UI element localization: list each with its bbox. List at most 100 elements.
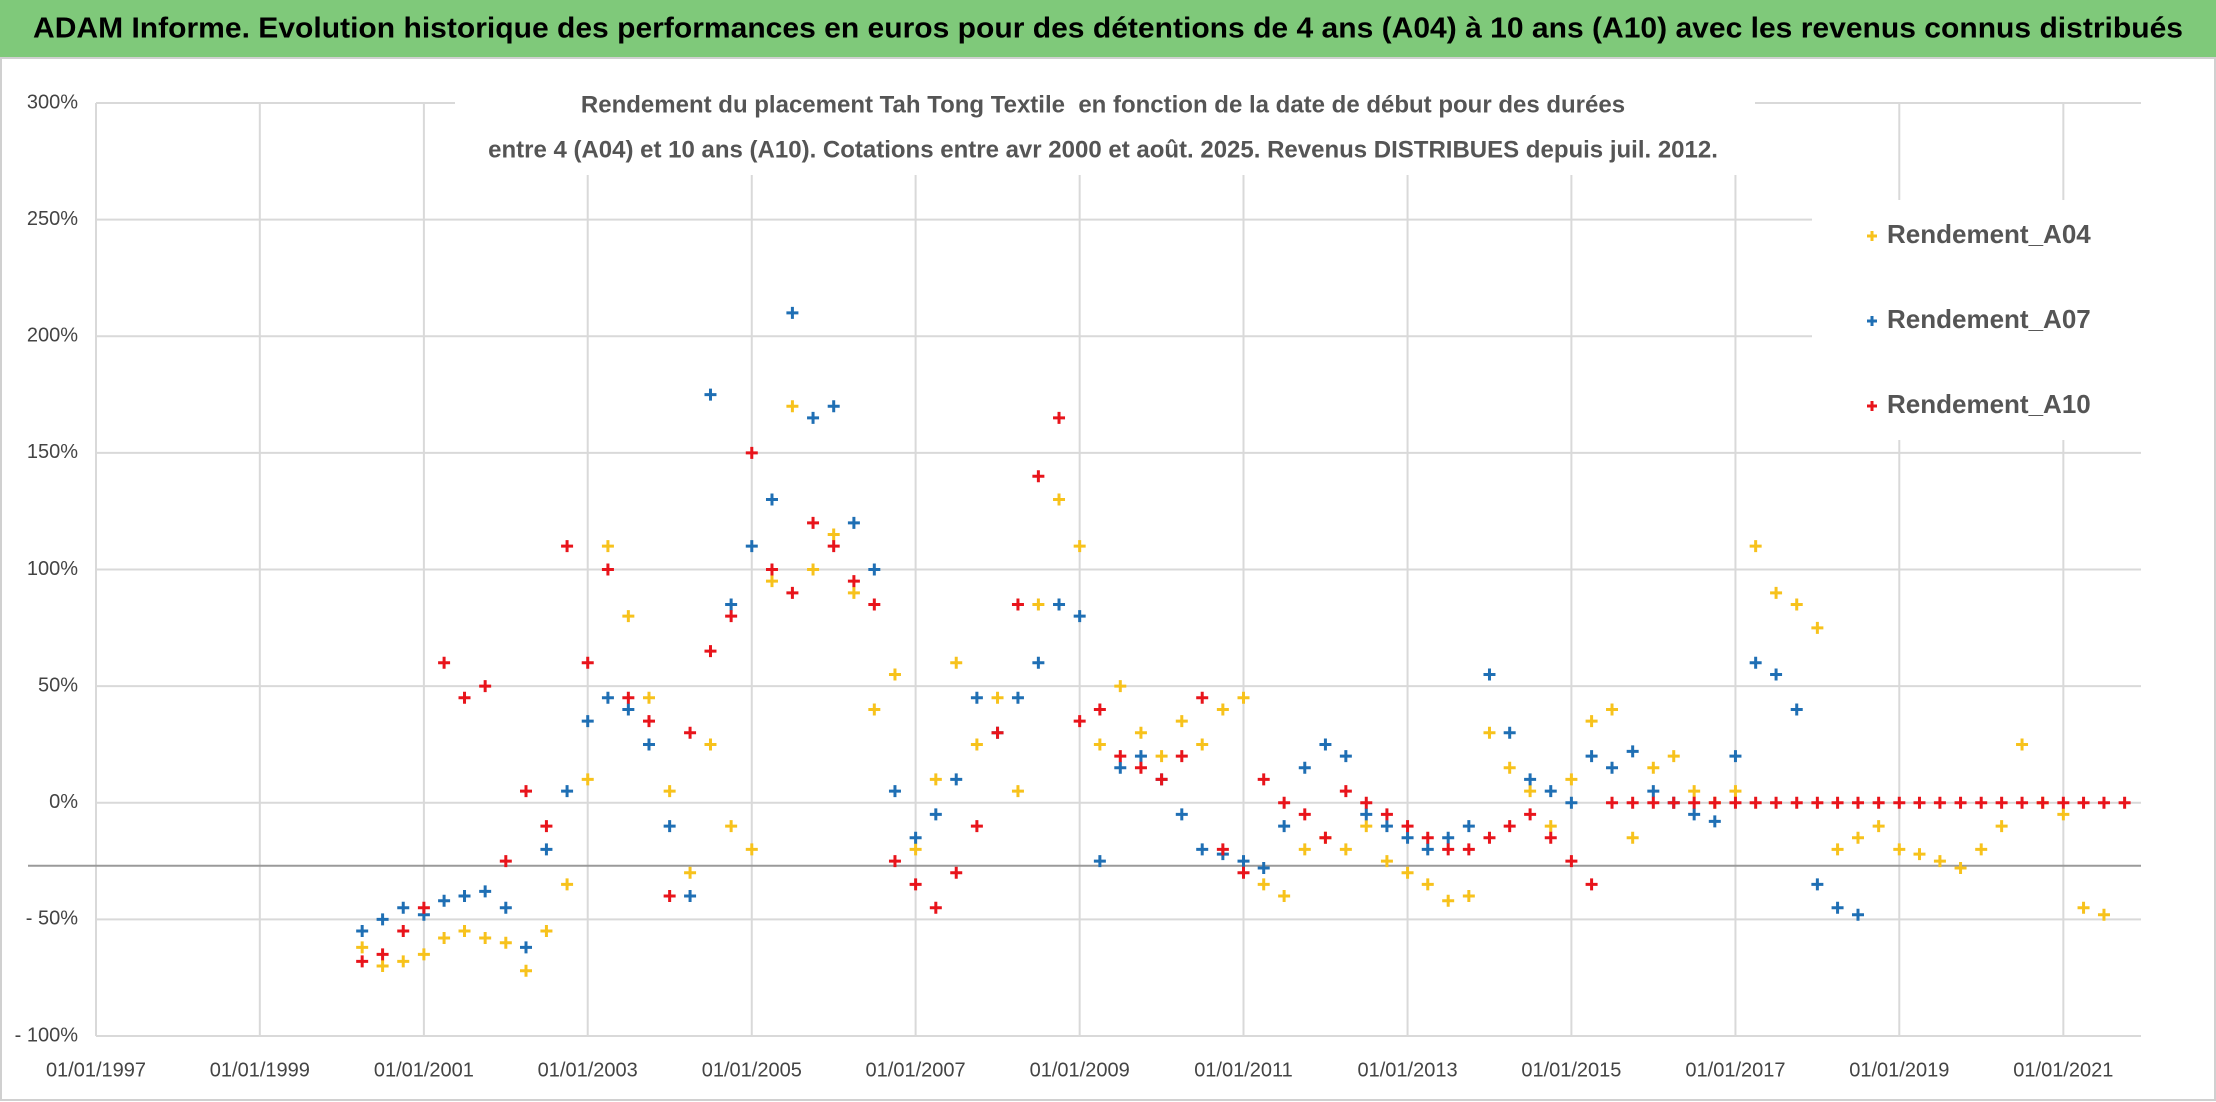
scatter-point <box>1851 796 1864 809</box>
scatter-point <box>1257 862 1270 875</box>
legend: Rendement_A04 Rendement_A07 Rendement_A10 <box>1812 200 2141 440</box>
scatter-point <box>2097 796 2110 809</box>
scatter-point <box>417 948 430 961</box>
y-tick-label: 100% <box>27 558 78 580</box>
scatter-point <box>1073 715 1086 728</box>
scatter-point <box>868 598 881 611</box>
scatter-point <box>1626 745 1639 758</box>
scatter-point <box>1606 796 1619 809</box>
scatter-point <box>561 785 574 798</box>
scatter-point <box>1175 715 1188 728</box>
scatter-point <box>581 715 594 728</box>
legend-marker <box>1867 401 1877 411</box>
scatter-point <box>458 925 471 938</box>
scatter-point <box>1216 703 1229 716</box>
scatter-point <box>868 563 881 576</box>
scatter-point <box>1442 831 1455 844</box>
scatter-point <box>704 645 717 658</box>
scatter-point <box>827 528 840 541</box>
scatter-point <box>1688 796 1701 809</box>
scatter-point <box>601 540 614 553</box>
scatter-point <box>807 411 820 424</box>
scatter-point <box>1565 796 1578 809</box>
y-tick-label: 0% <box>49 791 78 813</box>
scatter-point <box>1585 878 1598 891</box>
scatter-point <box>2016 738 2029 751</box>
scatter-point <box>561 540 574 553</box>
scatter-point <box>1360 820 1373 833</box>
scatter-point <box>458 890 471 903</box>
scatter-point <box>356 941 369 954</box>
scatter-point <box>438 656 451 669</box>
scatter-point <box>479 680 492 693</box>
scatter-point <box>520 941 533 954</box>
scatter-point <box>1647 796 1660 809</box>
scatter-point <box>581 773 594 786</box>
scatter-point <box>540 843 553 856</box>
scatter-point <box>663 785 676 798</box>
scatter-point <box>704 388 717 401</box>
scatter-point <box>438 932 451 945</box>
scatter-point <box>1831 796 1844 809</box>
scatter-point <box>1380 855 1393 868</box>
scatter-point <box>601 691 614 704</box>
scatter-point <box>1196 843 1209 856</box>
scatter-point <box>745 843 758 856</box>
y-tick-label: 200% <box>27 325 78 347</box>
chart-title: entre 4 (A04) et 10 ans (A10). Cotations… <box>488 136 1718 163</box>
scatter-point <box>663 820 676 833</box>
scatter-point <box>1749 656 1762 669</box>
scatter-point <box>1831 901 1844 914</box>
scatter-point <box>642 738 655 751</box>
scatter-point <box>1790 598 1803 611</box>
scatter-point <box>479 885 492 898</box>
scatter-point <box>1134 761 1147 774</box>
x-tick-label: 01/01/2015 <box>1521 1059 1621 1081</box>
scatter-point <box>1053 411 1066 424</box>
scatter-point <box>2077 796 2090 809</box>
legend-label: Rendement_A07 <box>1887 304 2091 334</box>
scatter-point <box>499 901 512 914</box>
scatter-point <box>1196 738 1209 751</box>
scatter-point <box>909 843 922 856</box>
scatter-point <box>1647 785 1660 798</box>
x-tick-label: 01/01/2021 <box>2013 1059 2113 1081</box>
scatter-point <box>745 540 758 553</box>
scatter-point <box>356 955 369 968</box>
scatter-point <box>1278 796 1291 809</box>
legend-marker <box>1867 231 1877 241</box>
scatter-point <box>397 925 410 938</box>
scatter-point <box>1790 703 1803 716</box>
scatter-point <box>356 925 369 938</box>
scatter-point <box>1933 855 1946 868</box>
scatter-point <box>622 703 635 716</box>
scatter-point <box>1893 843 1906 856</box>
scatter-point <box>397 955 410 968</box>
scatter-point <box>1995 820 2008 833</box>
scatter-point <box>847 586 860 599</box>
scatter-point <box>1544 820 1557 833</box>
scatter-point <box>1503 726 1516 739</box>
scatter-point <box>1503 820 1516 833</box>
scatter-point <box>704 738 717 751</box>
scatter-point <box>929 773 942 786</box>
x-tick-label: 01/01/2011 <box>1194 1059 1293 1081</box>
scatter-point <box>1626 831 1639 844</box>
legend-marker <box>1867 316 1877 326</box>
scatter-point <box>2036 796 2049 809</box>
y-tick-label: 250% <box>27 208 78 230</box>
scatter-point <box>888 855 901 868</box>
scatter-point <box>1688 785 1701 798</box>
scatter-point <box>499 855 512 868</box>
scatter-point <box>765 563 778 576</box>
scatter-point <box>1011 785 1024 798</box>
scatter-point <box>1708 796 1721 809</box>
scatter-point <box>1954 862 1967 875</box>
scatter-point <box>601 563 614 576</box>
scatter-point <box>1913 848 1926 861</box>
y-tick-label: 50% <box>38 674 78 696</box>
legend-box <box>1812 200 2141 440</box>
scatter-point <box>909 831 922 844</box>
scatter-point <box>950 656 963 669</box>
scatter-point <box>1872 796 1885 809</box>
